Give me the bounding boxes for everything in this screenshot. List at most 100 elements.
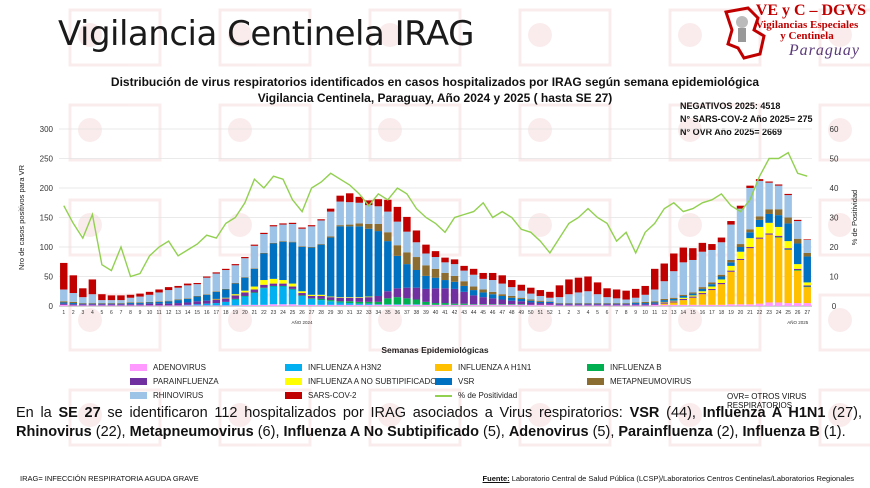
x-tick-label: 4: [91, 310, 94, 316]
bar-segment: [403, 264, 411, 288]
bar-segment: [479, 304, 487, 306]
bar-segment: [69, 275, 78, 294]
bar-segment: [670, 304, 678, 306]
bar-segment: [145, 302, 154, 304]
bar-segment: [460, 304, 468, 306]
logo-subtitle: Vigilancias Especiales y Centinela: [755, 19, 859, 42]
x-tick-label: 43: [461, 310, 467, 316]
bar-segment: [117, 295, 125, 301]
bar-segment: [536, 290, 545, 296]
summary-virus: VSR: [629, 405, 660, 421]
watermark-shape: [518, 388, 612, 447]
x-tick-label: 17: [709, 310, 715, 316]
bar-segment: [317, 300, 325, 305]
x-tick-label: 7: [615, 310, 618, 316]
x-tick-label: 14: [185, 310, 191, 316]
legend-label: INFLUENZA B: [610, 363, 662, 372]
bar-segment: [488, 280, 497, 292]
bar-segment: [345, 304, 354, 306]
summary-paragraph: En la SE 27 se identificaron 112 hospita…: [16, 404, 862, 442]
watermark-shape: [828, 23, 852, 47]
bar-segment: [365, 297, 373, 302]
bar-segment: [88, 294, 97, 304]
bar-segment: [593, 304, 602, 306]
bar-segment: [317, 244, 325, 245]
bar-segment: [241, 277, 249, 278]
bar-segment: [555, 297, 564, 304]
watermark-shape: [68, 103, 162, 162]
legend-adenovirus: ADENOVIRUS: [130, 363, 206, 372]
bar-segment: [441, 303, 449, 305]
bar-segment: [784, 223, 792, 242]
bar-segment: [565, 279, 573, 295]
summary-virus: Influenza B: [742, 424, 820, 440]
bar-segment: [288, 222, 297, 224]
x-tick-label: 7: [120, 310, 123, 316]
bar-segment: [717, 237, 726, 243]
bar-segment: [727, 221, 735, 225]
bar-segment: [374, 301, 383, 305]
bar-segment: [574, 292, 583, 304]
watermark-shape: [818, 198, 870, 257]
bar-segment: [793, 268, 802, 271]
bar-segment: [365, 301, 373, 304]
bar-segment: [117, 300, 125, 304]
bar-segment: [365, 223, 373, 229]
bar-segment: [746, 247, 754, 249]
bar-segment: [403, 304, 411, 305]
bar-segment: [317, 294, 325, 296]
bar-segment: [60, 304, 68, 306]
watermark-shape: [218, 8, 312, 67]
bar-segment: [222, 268, 230, 271]
bar-segment: [374, 304, 383, 305]
bar-segment: [117, 303, 125, 304]
bar-segment: [746, 238, 754, 247]
bar-segment: [422, 304, 430, 306]
bar-segment: [736, 304, 745, 306]
bar-segment: [555, 304, 564, 306]
bar-segment: [212, 298, 220, 300]
bar-segment: [345, 301, 354, 304]
watermark-shape: [378, 23, 402, 47]
y2-axis-title: % de Positividad: [850, 190, 859, 245]
watermark-shape: [378, 403, 402, 427]
bar-segment: [508, 295, 516, 298]
bar-segment: [260, 234, 268, 253]
bar-segment: [431, 303, 440, 305]
bar-segment: [403, 252, 411, 265]
watermark-shape: [818, 293, 870, 352]
bar-segment: [279, 241, 287, 242]
legend-swatch: [285, 378, 302, 385]
bar-segment: [441, 262, 449, 273]
y2-tick-label: 30: [830, 214, 839, 223]
bar-segment: [431, 251, 440, 258]
bar-segment: [517, 301, 526, 305]
footer-source-text: Laboratorio Central de Salud Pública (LC…: [509, 474, 854, 483]
bar-segment: [98, 300, 106, 304]
bar-segment: [336, 226, 344, 298]
chart-legend: ADENOVIRUS INFLUENZA A H3N2 INFLUENZA A …: [130, 363, 830, 403]
bar-segment: [183, 283, 192, 286]
bar-segment: [365, 296, 373, 298]
bar-segment: [727, 271, 735, 305]
x-tick-label: 48: [509, 310, 515, 316]
bar-segment: [393, 297, 402, 305]
bar-segment: [136, 304, 144, 306]
x-tick-label: 26: [795, 310, 801, 316]
watermark-shape: [818, 8, 870, 67]
bar-segment: [603, 304, 611, 306]
bar-segment: [365, 205, 373, 224]
bar-segment: [193, 282, 201, 285]
bar-segment: [469, 304, 478, 305]
bar-segment: [384, 291, 392, 299]
bar-segment: [603, 288, 611, 298]
bar-segment: [651, 303, 659, 305]
bar-segment: [803, 239, 811, 253]
bar-segment: [374, 199, 383, 207]
footer-source-label: Fuente:: [482, 474, 510, 483]
bar-segment: [336, 195, 344, 202]
x-axis-title: Semanas Epidemiológicas: [381, 345, 489, 355]
bar-segment: [793, 219, 802, 222]
bar-segment: [126, 294, 135, 298]
bar-segment: [174, 303, 182, 306]
